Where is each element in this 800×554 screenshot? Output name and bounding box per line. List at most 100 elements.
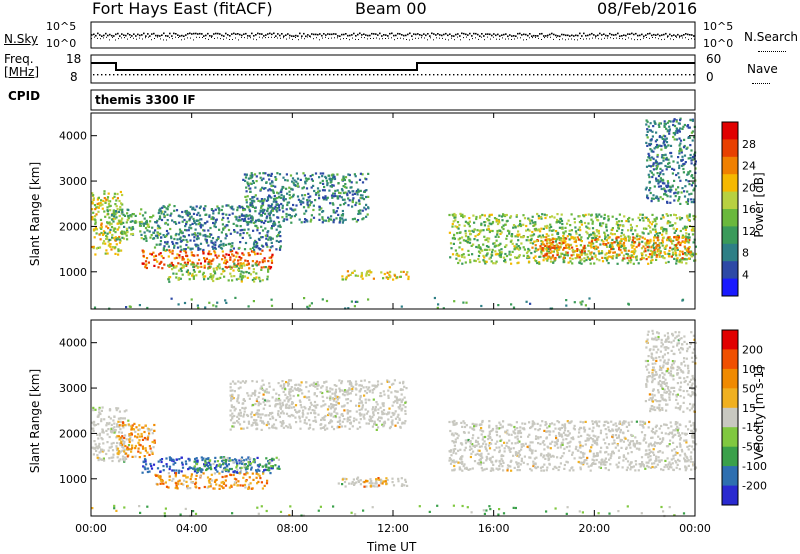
scatter-cell <box>488 222 491 225</box>
noise-search-point <box>307 36 308 38</box>
scatter-cell <box>569 233 572 236</box>
scatter-cell <box>555 230 558 233</box>
scatter-cell <box>156 236 159 239</box>
scatter-cell <box>318 197 321 200</box>
scatter-cell <box>464 229 467 233</box>
noise-point <box>487 33 489 35</box>
scatter-cell <box>157 234 161 237</box>
scatter-cell <box>125 221 128 224</box>
scatter-cell <box>512 226 515 229</box>
scatter-cell <box>213 472 216 475</box>
scatter-cell <box>525 251 529 254</box>
scatter-cell <box>665 158 668 161</box>
nave-point <box>345 74 347 76</box>
nave-point <box>621 74 623 76</box>
scatter-cell <box>186 214 189 217</box>
scatter-cell <box>272 214 275 217</box>
scatter-cell <box>156 474 159 477</box>
scatter-cell <box>352 197 355 200</box>
nave-point <box>529 74 531 76</box>
scatter-cell <box>132 227 135 230</box>
scatter-cell <box>501 226 504 229</box>
scatter-cell <box>265 482 269 485</box>
scatter-cell <box>333 218 336 221</box>
scatter-cell <box>474 235 477 238</box>
scatter-cell <box>658 144 661 147</box>
scatter-cell <box>448 213 451 217</box>
scatter-cell <box>193 460 196 463</box>
nave-point <box>597 74 599 76</box>
scatter-cell <box>133 422 136 425</box>
scatter-cell <box>169 214 172 217</box>
scatter-cell <box>260 179 263 182</box>
scatter-cell <box>689 119 692 122</box>
noise-search-point <box>430 37 431 39</box>
scatter-cell <box>102 230 106 233</box>
noise-search-point <box>535 36 536 38</box>
scatter-cell <box>147 223 150 226</box>
scatter-cell <box>274 185 277 188</box>
scatter-cell <box>691 139 694 142</box>
noise-search-point <box>268 36 269 38</box>
scatter-cell <box>663 120 666 123</box>
scatter-cell <box>691 252 695 255</box>
scatter-cell <box>165 229 169 233</box>
scatter-cell <box>92 406 95 409</box>
scatter-cell <box>495 217 498 221</box>
scatter-cell <box>642 232 645 235</box>
scatter-cell <box>212 218 215 221</box>
scatter-cell <box>229 258 232 261</box>
scatter-cell <box>259 252 262 255</box>
scatter-cell <box>546 249 549 253</box>
scatter-cell <box>586 256 589 259</box>
scatter-cell <box>581 252 584 255</box>
scatter-cell <box>113 422 116 425</box>
scatter-cell <box>690 192 693 195</box>
noise-point <box>117 32 119 35</box>
scatter-cell <box>666 165 669 168</box>
scatter-cell <box>177 278 180 281</box>
scatter-cell <box>93 204 97 207</box>
scatter-cell <box>279 196 283 199</box>
scatter-cell <box>294 213 298 216</box>
scatter-cell <box>94 222 97 226</box>
scatter-cell <box>232 470 235 473</box>
scatter-cell <box>201 273 205 276</box>
scatter-cell <box>106 206 109 209</box>
scatter-cell <box>242 484 245 487</box>
noise-point <box>437 33 439 35</box>
scatter-cell <box>236 462 239 465</box>
scatter-cell <box>673 257 676 260</box>
scatter-cell <box>165 485 169 488</box>
scatter-cell <box>642 245 645 248</box>
noise-search-point <box>646 37 647 38</box>
scatter-cell <box>687 233 690 236</box>
scatter-cell <box>292 182 295 185</box>
scatter-cell <box>309 401 312 404</box>
scatter-cell <box>270 261 274 264</box>
scatter-cell <box>687 172 690 175</box>
noise-search-point <box>169 37 170 39</box>
scatter-cell <box>615 237 618 240</box>
scatter-cell <box>611 215 614 218</box>
scatter-cell <box>580 251 583 254</box>
noise-search-point <box>418 37 419 39</box>
scatter-cell <box>321 391 324 395</box>
scatter-cell <box>262 245 265 248</box>
scatter-cell <box>355 190 358 193</box>
noise-point <box>221 34 223 37</box>
scatter-cell <box>195 238 199 241</box>
scatter-cell <box>306 220 309 223</box>
scatter-cell <box>664 153 667 156</box>
scatter-cell <box>665 213 668 216</box>
noise-point <box>633 33 635 36</box>
scatter-cell <box>254 423 258 426</box>
scatter-cell <box>666 121 669 124</box>
scatter-cell <box>221 475 224 479</box>
scatter-cell <box>396 401 399 404</box>
scatter-cell <box>305 219 308 222</box>
scatter-cell <box>95 449 98 452</box>
scatter-cell <box>665 232 668 235</box>
scatter-cell <box>128 438 131 441</box>
